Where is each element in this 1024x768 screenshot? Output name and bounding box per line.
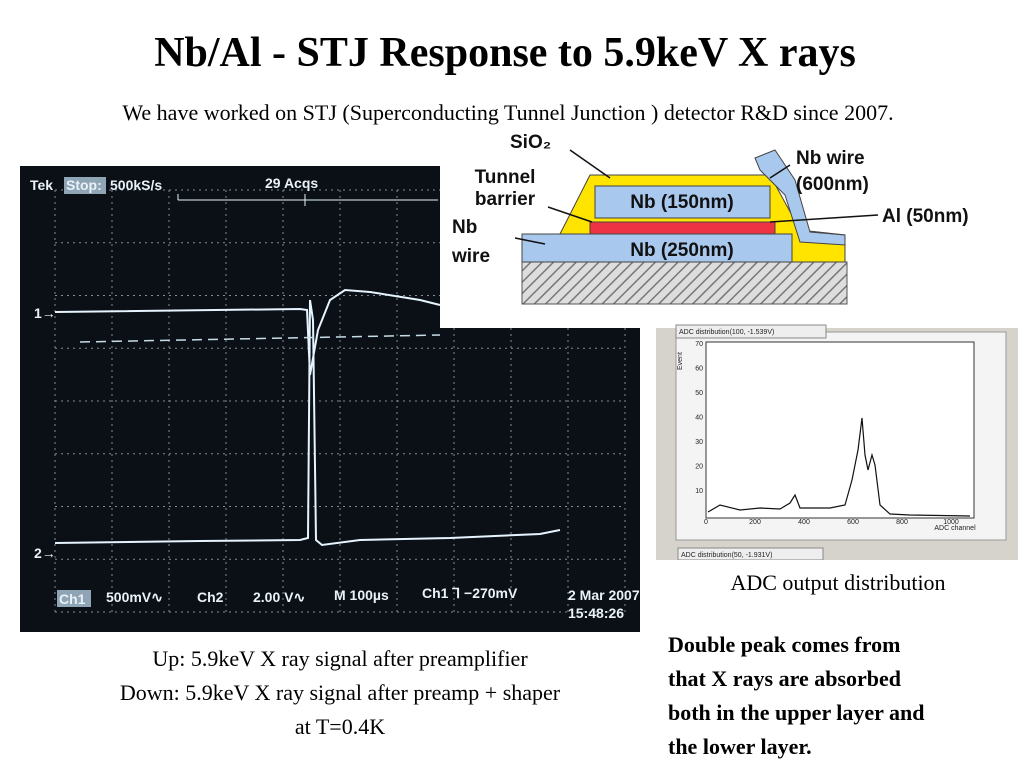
caption-box (652, 560, 1024, 768)
scope-label: 500kS/s (110, 177, 162, 193)
scope-caption: Up: 5.9keV X ray signal after preamplifi… (120, 646, 561, 739)
note: Double peak comes from that X rays are ab… (668, 632, 925, 759)
y-tick-label: 40 (695, 415, 703, 422)
scope-label: 2 Mar 2007 (568, 587, 640, 603)
x-axis-label: ADC channel (934, 525, 976, 532)
diagram-label: Al (50nm) (882, 206, 969, 227)
shaper-trace (54, 299, 561, 547)
scope-label: Tek (30, 177, 53, 193)
panel-title: ADC distribution(50, -1.931V) (681, 552, 772, 559)
note-line: both in the upper layer and (668, 700, 925, 725)
panel-tab (675, 324, 827, 339)
caption-line: at T=0.4K (295, 714, 385, 739)
adc-caption: ADC output distribution (730, 570, 945, 595)
scope-label: 15:48:26 (568, 605, 624, 621)
scope-label: Stop: (66, 177, 102, 193)
adc-screenshot: ADC distribution(100, -1.539V) Event ADC… (656, 324, 1018, 561)
y-tick-label: 60 (695, 366, 703, 373)
note-line: the lower layer. (668, 734, 812, 759)
scope-label: 500mV∿ (106, 589, 163, 605)
x-tick-label: 400 (798, 519, 810, 526)
x-tick-label: 0 (704, 519, 708, 526)
note-line: Double peak comes from (668, 632, 900, 657)
diagram-label: (600nm) (796, 174, 869, 195)
x-tick-label: 1000 (943, 519, 959, 526)
diagram-label: Nb (250nm) (630, 240, 733, 261)
plot-area (705, 341, 975, 519)
y-tick-label: 20 (695, 464, 703, 471)
y-tick-label: 10 (695, 488, 703, 495)
scope-label: Ch1 (59, 591, 86, 607)
leader-lines (514, 149, 879, 245)
record-bar (177, 194, 438, 206)
al-layer (589, 221, 776, 235)
y-tick-label: 50 (695, 390, 703, 397)
stop-badge (64, 177, 106, 194)
caption-line: Down: 5.9keV X ray signal after preamp +… (120, 680, 561, 705)
diagram-label: Tunnel (475, 167, 536, 188)
stj-diagram: SiO₂ Tunnel barrier Nb wire (600nm) Nb (… (440, 132, 1024, 328)
y-tick-label: 70 (695, 341, 703, 348)
channel-marker: 2→ (34, 545, 56, 561)
channel-marker: 1→ (34, 305, 56, 321)
y-tick-label: 30 (695, 439, 703, 446)
diagram-label: Nb (452, 217, 477, 238)
y-axis-label: Event (677, 352, 684, 370)
slide-subtitle: We have worked on STJ (Superconducting T… (122, 100, 893, 125)
scope-label: 29 Acqs (265, 175, 318, 191)
trigger-level (79, 334, 441, 343)
histogram-curve (707, 417, 971, 517)
diagram-label: wire (451, 246, 490, 267)
scope-grid (54, 189, 626, 613)
scope-label: M 100µs (334, 587, 389, 603)
slide-title: Nb/Al - STJ Response to 5.9keV X rays (154, 30, 856, 76)
note-line: that X rays are absorbed (668, 666, 901, 691)
diagram-label: Nb wire (796, 148, 865, 169)
substrate (521, 261, 848, 305)
nb-top-layer (594, 185, 771, 219)
diagram-label: barrier (475, 189, 536, 210)
preamp-trace (54, 288, 441, 376)
ch1-badge (57, 590, 91, 607)
scope-label: 2.00 V∿ (253, 589, 305, 605)
caption-line: Up: 5.9keV X ray signal after preamplifi… (152, 646, 528, 671)
nb-bottom-layer (521, 233, 793, 263)
diagram-label: Nb (150nm) (630, 192, 733, 213)
x-tick-label: 200 (749, 519, 761, 526)
x-tick-label: 600 (847, 519, 859, 526)
panel-title: ADC distribution(100, -1.539V) (679, 329, 774, 336)
scope-label: Ch2 (197, 589, 224, 605)
x-tick-label: 800 (896, 519, 908, 526)
diagram-label: SiO₂ (510, 132, 551, 153)
scope-label: Ch1 ⅂ −270mV (422, 585, 518, 601)
